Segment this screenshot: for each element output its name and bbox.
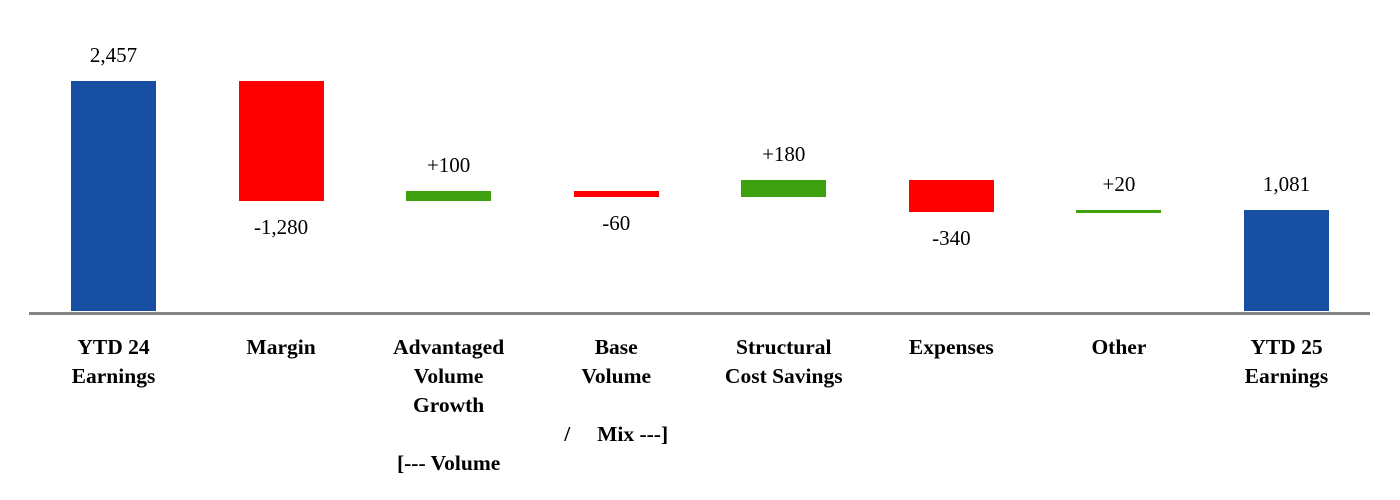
category-label-structural-cost-savings: Structural Cost Savings [700,333,867,391]
category-label-line: YTD 24 [77,335,150,359]
category-label-line: Earnings [1244,364,1329,388]
category-label-line [533,391,700,420]
bar-expenses [908,180,994,213]
category-label-margin: Margin [198,333,365,362]
value-label-expenses: -340 [932,226,971,251]
category-label-line: [--- Volume [396,451,501,475]
category-label-line: Cost Savings [724,364,843,388]
value-label-structural-cost-savings: +180 [762,142,806,167]
category-label-ytd-25-earnings: YTD 25 Earnings [1203,333,1370,391]
bar-ytd-25-earnings [1243,209,1329,312]
category-label-line: YTD 25 [1250,335,1323,359]
value-label-ytd-24-earnings: 2,457 [89,42,138,67]
category-label-line: Volume [581,364,652,388]
category-label-line: Growth [412,393,485,417]
category-label-other: Other [1035,333,1202,362]
bar-base-volume [573,191,659,198]
bar-margin [238,80,324,201]
category-label-advantaged-volume-growth: Advantaged Volume Growth [--- Volume [365,333,532,478]
x-axis-line [29,311,1370,315]
category-label-line: Margin [246,335,316,359]
bar-structural-cost-savings [741,180,827,198]
bar-advantaged-volume-growth [406,191,492,201]
value-label-ytd-25-earnings: 1,081 [1262,171,1311,196]
category-label-line: Expenses [908,335,994,359]
category-label-base-volume: Base Volume / Mix ---] [533,333,700,449]
category-label-ytd-24-earnings: YTD 24 Earnings [30,333,197,391]
category-label-line: / Mix ---] [564,422,669,446]
value-label-advantaged-volume-growth: +100 [426,153,471,178]
category-label-line: Structural [735,335,832,359]
category-label-line: Other [1091,335,1147,359]
category-label-line: Advantaged [393,335,505,359]
category-label-line: Base [594,335,638,359]
bar-other [1076,210,1162,213]
category-label-expenses: Expenses [868,333,1035,362]
value-label-margin: -1,280 [253,214,309,239]
value-label-other: +20 [1102,172,1136,197]
category-label-line: Volume [413,364,484,388]
value-label-base-volume: -60 [602,211,631,236]
bar-ytd-24-earnings [71,80,156,312]
category-label-line: Earnings [71,364,156,388]
category-label-line [365,420,532,449]
